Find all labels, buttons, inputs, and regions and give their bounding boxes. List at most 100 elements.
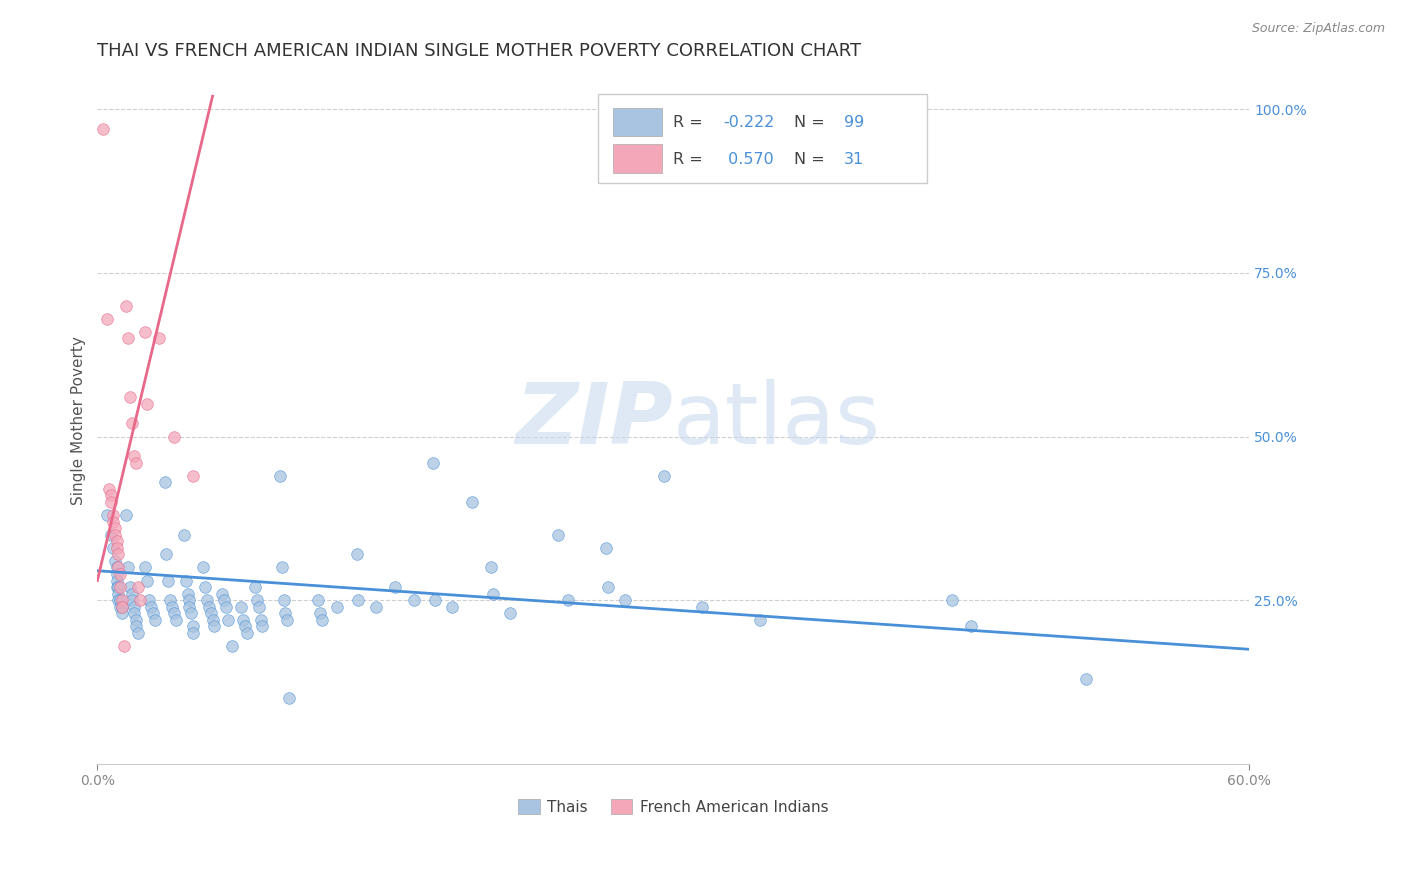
Point	[117, 560, 139, 574]
Point	[247, 599, 270, 614]
Point	[195, 593, 218, 607]
Point	[105, 534, 128, 549]
Point	[690, 599, 713, 614]
Point	[107, 587, 129, 601]
Point	[121, 587, 143, 601]
Point	[105, 574, 128, 588]
FancyBboxPatch shape	[613, 144, 662, 173]
Point	[173, 527, 195, 541]
Point	[183, 468, 205, 483]
Point	[125, 619, 148, 633]
Point	[276, 613, 298, 627]
Point	[249, 613, 271, 627]
Point	[112, 639, 135, 653]
Point	[110, 580, 132, 594]
Point	[191, 560, 214, 574]
Point	[142, 607, 165, 621]
Text: atlas: atlas	[673, 379, 882, 462]
Point	[125, 613, 148, 627]
Point	[121, 417, 143, 431]
Point	[101, 541, 124, 555]
Point	[105, 567, 128, 582]
Point	[153, 475, 176, 490]
Point	[183, 619, 205, 633]
Point	[243, 580, 266, 594]
Point	[441, 599, 464, 614]
Point	[118, 390, 141, 404]
Y-axis label: Single Mother Poverty: Single Mother Poverty	[72, 335, 86, 505]
Point	[231, 599, 253, 614]
Point	[204, 619, 226, 633]
Point	[138, 593, 160, 607]
Point	[127, 580, 149, 594]
Point	[404, 593, 426, 607]
Point	[160, 599, 183, 614]
Point	[179, 593, 201, 607]
Point	[117, 331, 139, 345]
Point	[163, 429, 186, 443]
Point	[311, 613, 333, 627]
Point	[233, 619, 256, 633]
Point	[105, 580, 128, 594]
Point	[143, 613, 166, 627]
Point	[176, 587, 198, 601]
Point	[614, 593, 637, 607]
Point	[596, 580, 619, 594]
Point	[273, 593, 295, 607]
Point	[547, 527, 569, 541]
Point	[115, 299, 138, 313]
Point	[107, 560, 129, 574]
Point	[217, 613, 239, 627]
Point	[105, 560, 128, 574]
Point	[105, 541, 128, 555]
Point	[941, 593, 963, 607]
Point	[595, 541, 617, 555]
Point	[200, 607, 222, 621]
Text: -0.222: -0.222	[723, 115, 775, 130]
Text: R =: R =	[673, 115, 709, 130]
Point	[91, 122, 114, 136]
Point	[346, 547, 368, 561]
Point	[115, 508, 138, 522]
Point	[111, 599, 134, 614]
Point	[269, 468, 291, 483]
Point	[101, 508, 124, 522]
Text: ZIP: ZIP	[516, 379, 673, 462]
Point	[274, 607, 297, 621]
Point	[364, 599, 387, 614]
Point	[111, 607, 134, 621]
Point	[163, 607, 186, 621]
Text: 31: 31	[844, 152, 863, 167]
Point	[557, 593, 579, 607]
Point	[97, 482, 120, 496]
Point	[252, 619, 274, 633]
Text: 0.570: 0.570	[723, 152, 773, 167]
Point	[110, 567, 132, 582]
Point	[236, 626, 259, 640]
Point	[148, 331, 170, 345]
Point	[221, 639, 243, 653]
Point	[125, 456, 148, 470]
Point	[460, 495, 482, 509]
Point	[107, 547, 129, 561]
Point	[104, 521, 127, 535]
Point	[118, 580, 141, 594]
Point	[482, 587, 505, 601]
Point	[128, 593, 150, 607]
Point	[110, 593, 132, 607]
Point	[100, 495, 122, 509]
Point	[307, 593, 329, 607]
Point	[136, 574, 159, 588]
Point	[270, 560, 292, 574]
Point	[499, 607, 522, 621]
Point	[110, 599, 132, 614]
Point	[100, 527, 122, 541]
Point	[179, 599, 201, 614]
Point	[174, 574, 197, 588]
Point	[180, 607, 202, 621]
Point	[422, 456, 444, 470]
Point	[309, 607, 332, 621]
Point	[326, 599, 349, 614]
Point	[104, 554, 127, 568]
Point	[212, 593, 235, 607]
